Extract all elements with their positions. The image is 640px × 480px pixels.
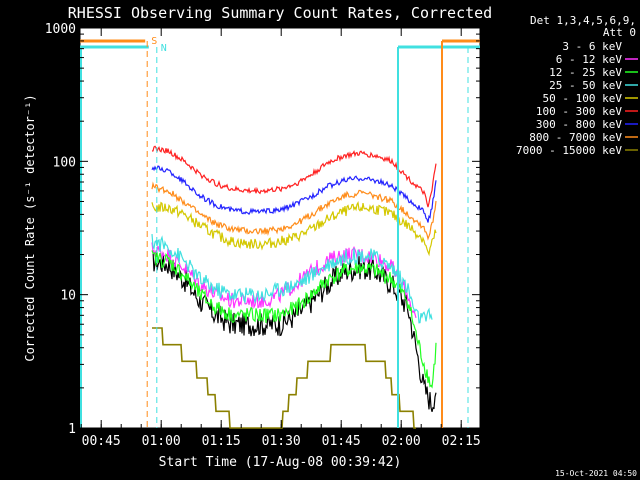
x-tick-label: 01:30	[262, 434, 301, 449]
y-tick-label: 10	[60, 289, 76, 304]
chart-title: RHESSI Observing Summary Count Rates, Co…	[68, 4, 492, 22]
footer-timestamp: 15-Oct-2021 04:50	[555, 469, 637, 478]
series-line-9	[152, 327, 416, 429]
x-axis-label: Start Time (17-Aug-08 00:39:42)	[159, 455, 402, 470]
y-axis-label: Corrected Count Rate (s⁻¹ detector⁻¹)	[23, 94, 37, 361]
legend-label-3: 12 - 25 keV	[549, 66, 622, 79]
series-line-5	[151, 201, 437, 257]
legend-label-2: 6 - 12 keV	[556, 53, 623, 66]
x-tick-label: 01:45	[322, 434, 361, 449]
x-tick-label: 00:45	[82, 434, 121, 449]
legend-label-9: 7000 - 15000 keV	[516, 144, 622, 157]
y-axis: 1 10 100 1000	[45, 22, 480, 437]
marker-layer: SN	[80, 36, 480, 428]
legend-label-5: 50 - 100 keV	[543, 92, 623, 105]
series-line-7	[151, 165, 437, 223]
x-tick-label: 02:15	[442, 434, 481, 449]
legend-label-4: 25 - 50 keV	[549, 79, 622, 92]
night-marker-label: N	[161, 43, 167, 54]
plot-frame	[79, 27, 481, 429]
legend-label-7: 300 - 800 keV	[536, 118, 622, 131]
x-tick-label: 02:00	[382, 434, 421, 449]
legend-header-line-2: Att 0	[603, 26, 636, 39]
legend-label-8: 800 - 7000 keV	[529, 131, 622, 144]
x-tick-label: 01:00	[142, 434, 181, 449]
series-line-1	[151, 249, 437, 412]
series-line-4	[151, 234, 433, 324]
y-tick-label: 1000	[45, 22, 76, 37]
plot-area: SN	[79, 27, 481, 429]
x-tick-label: 01:15	[202, 434, 241, 449]
series-line-6	[151, 145, 437, 208]
y-tick-label: 1	[68, 422, 76, 437]
y-tick-label: 100	[53, 155, 76, 170]
legend-header-line-1: Det 1,3,4,5,6,9,	[530, 14, 636, 27]
legend-label-1: 3 - 6 keV	[562, 40, 622, 53]
series-line-3	[151, 250, 437, 389]
x-axis: 00:45 01:00 01:15 01:30 01:45 02:00 02:15	[80, 28, 481, 449]
series-layer	[151, 145, 437, 429]
saa-marker-label: S	[151, 36, 157, 47]
series-line-8	[151, 181, 437, 241]
legend-label-6: 100 - 300 keV	[536, 105, 622, 118]
